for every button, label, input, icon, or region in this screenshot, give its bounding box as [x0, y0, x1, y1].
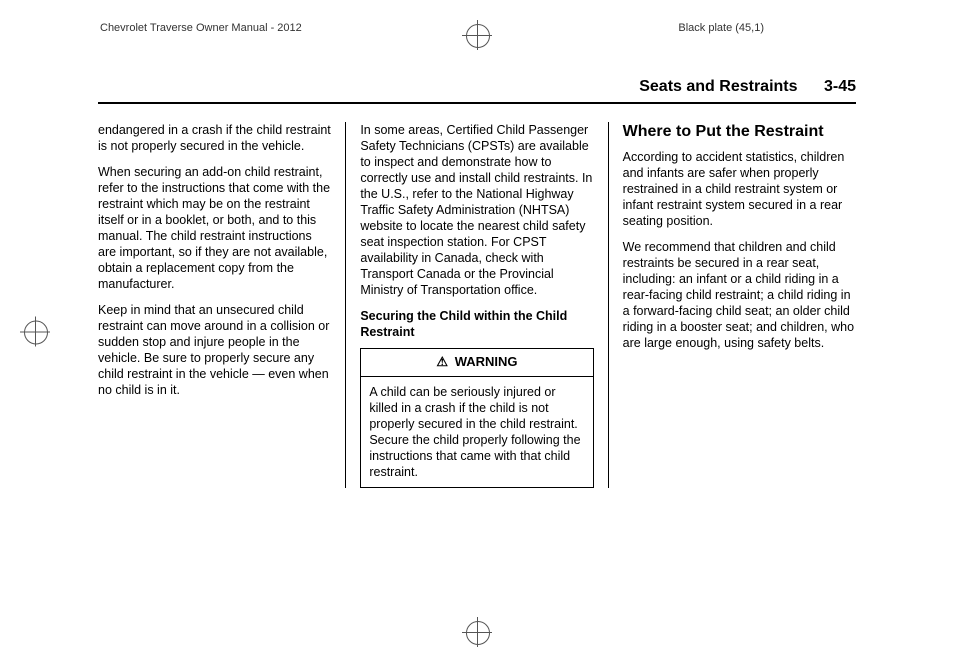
body-paragraph: According to accident statistics, childr…	[623, 149, 856, 229]
body-paragraph: We recommend that children and child res…	[623, 239, 856, 351]
warning-label: WARNING	[455, 354, 518, 369]
body-paragraph: In some areas, Certified Child Passenger…	[360, 122, 593, 298]
column-3: Where to Put the Restraint According to …	[615, 122, 856, 488]
page-content: Seats and Restraints 3-45 endangered in …	[98, 78, 856, 488]
body-paragraph: Keep in mind that an unsecured child res…	[98, 302, 331, 398]
doc-header-right: Black plate (45,1)	[678, 22, 764, 34]
body-paragraph: When securing an add-on child restraint,…	[98, 164, 331, 292]
three-column-layout: endangered in a crash if the child restr…	[98, 122, 856, 488]
registration-mark-left	[24, 321, 46, 348]
page-number: 3-45	[824, 78, 856, 95]
doc-header-left: Chevrolet Traverse Owner Manual - 2012	[100, 22, 302, 34]
subheading: Securing the Child within the Child Rest…	[360, 308, 593, 340]
section-heading: Where to Put the Restraint	[623, 122, 856, 141]
registration-mark-bottom	[466, 621, 488, 648]
warning-triangle-icon: ⚠	[436, 354, 448, 371]
column-divider	[345, 122, 346, 488]
registration-mark-top	[466, 24, 488, 46]
column-divider	[608, 122, 609, 488]
column-2: In some areas, Certified Child Passenger…	[352, 122, 601, 488]
body-paragraph: endangered in a crash if the child restr…	[98, 122, 331, 154]
warning-body: A child can be seriously injured or kill…	[361, 377, 592, 487]
section-title: Seats and Restraints	[639, 78, 797, 95]
page-running-header: Seats and Restraints 3-45	[98, 78, 856, 104]
warning-title: ⚠ WARNING	[361, 349, 592, 377]
warning-box: ⚠ WARNING A child can be seriously injur…	[360, 348, 593, 488]
column-1: endangered in a crash if the child restr…	[98, 122, 339, 488]
